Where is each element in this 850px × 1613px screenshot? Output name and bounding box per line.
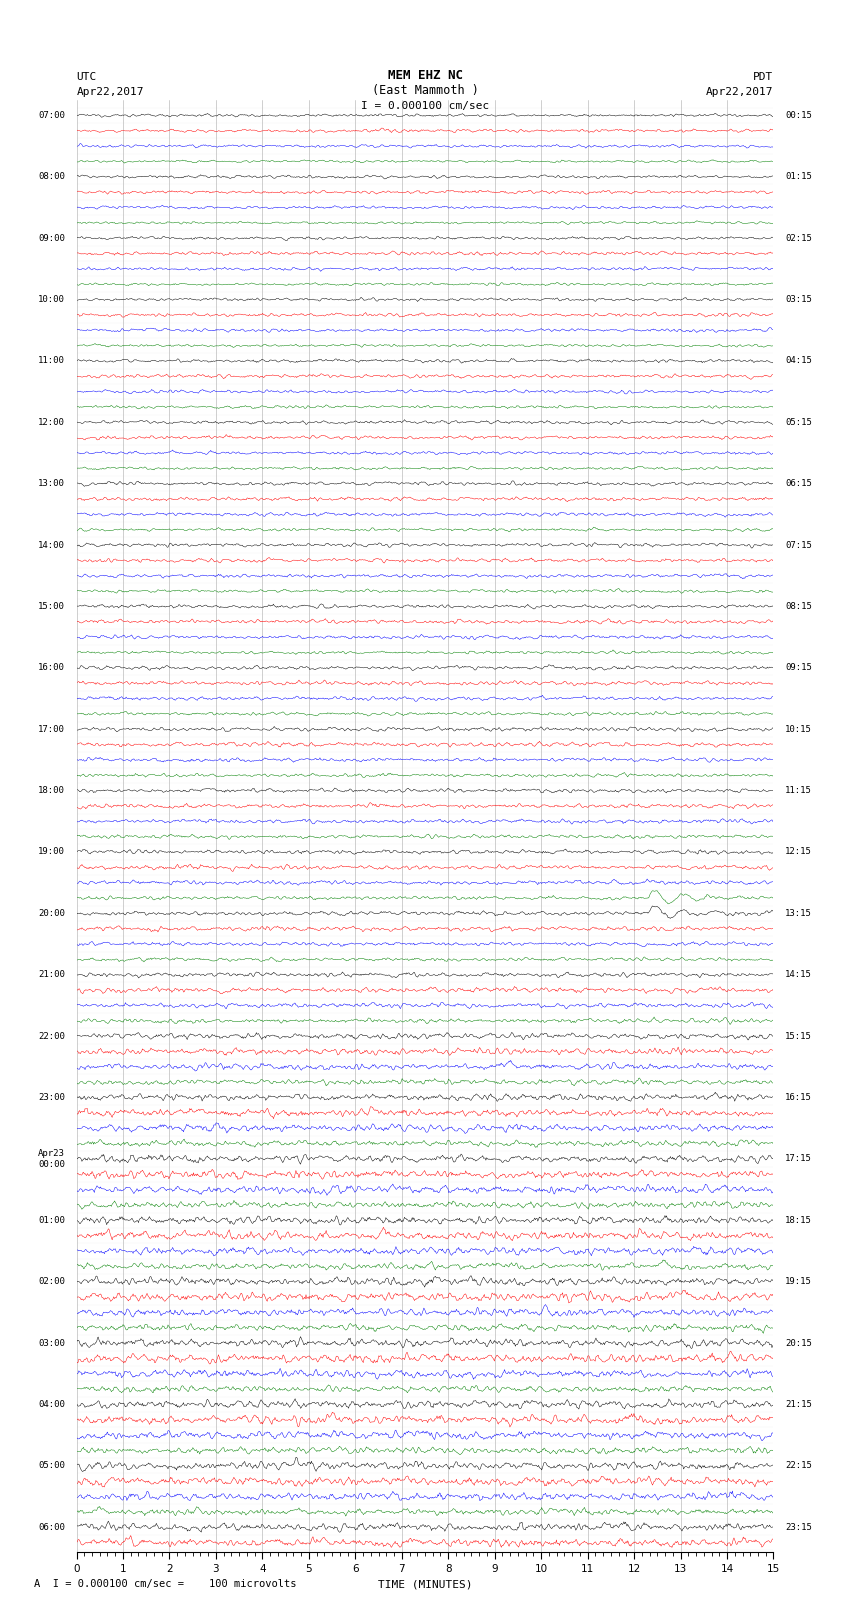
Text: 01:00: 01:00 xyxy=(38,1216,65,1224)
Text: 12:00: 12:00 xyxy=(38,418,65,427)
Text: I = 0.000100 cm/sec: I = 0.000100 cm/sec xyxy=(361,102,489,111)
X-axis label: TIME (MINUTES): TIME (MINUTES) xyxy=(377,1579,473,1589)
Text: 19:00: 19:00 xyxy=(38,847,65,857)
Text: 00:15: 00:15 xyxy=(785,111,812,119)
Text: 17:15: 17:15 xyxy=(785,1155,812,1163)
Text: 06:00: 06:00 xyxy=(38,1523,65,1532)
Text: 20:00: 20:00 xyxy=(38,908,65,918)
Text: 22:15: 22:15 xyxy=(785,1461,812,1471)
Text: 15:15: 15:15 xyxy=(785,1032,812,1040)
Text: 06:15: 06:15 xyxy=(785,479,812,489)
Text: 05:00: 05:00 xyxy=(38,1461,65,1471)
Text: 16:00: 16:00 xyxy=(38,663,65,673)
Text: 19:15: 19:15 xyxy=(785,1277,812,1286)
Text: 10:15: 10:15 xyxy=(785,724,812,734)
Text: 09:00: 09:00 xyxy=(38,234,65,242)
Text: 18:15: 18:15 xyxy=(785,1216,812,1224)
Text: 21:15: 21:15 xyxy=(785,1400,812,1408)
Text: (East Mammoth ): (East Mammoth ) xyxy=(371,84,479,97)
Text: 23:00: 23:00 xyxy=(38,1094,65,1102)
Text: 08:15: 08:15 xyxy=(785,602,812,611)
Text: 11:15: 11:15 xyxy=(785,786,812,795)
Text: 04:00: 04:00 xyxy=(38,1400,65,1408)
Text: 18:00: 18:00 xyxy=(38,786,65,795)
Text: 22:00: 22:00 xyxy=(38,1032,65,1040)
Text: Apr22,2017: Apr22,2017 xyxy=(706,87,774,97)
Text: 20:15: 20:15 xyxy=(785,1339,812,1347)
Text: 16:15: 16:15 xyxy=(785,1094,812,1102)
Text: 23:15: 23:15 xyxy=(785,1523,812,1532)
Text: 07:00: 07:00 xyxy=(38,111,65,119)
Text: 13:15: 13:15 xyxy=(785,908,812,918)
Text: 15:00: 15:00 xyxy=(38,602,65,611)
Text: 21:00: 21:00 xyxy=(38,969,65,979)
Text: 02:00: 02:00 xyxy=(38,1277,65,1286)
Text: Apr23
00:00: Apr23 00:00 xyxy=(38,1148,65,1168)
Text: 13:00: 13:00 xyxy=(38,479,65,489)
Text: 11:00: 11:00 xyxy=(38,356,65,366)
Text: Apr22,2017: Apr22,2017 xyxy=(76,87,144,97)
Text: 04:15: 04:15 xyxy=(785,356,812,366)
Text: 02:15: 02:15 xyxy=(785,234,812,242)
Text: 17:00: 17:00 xyxy=(38,724,65,734)
Text: 14:15: 14:15 xyxy=(785,969,812,979)
Text: 08:00: 08:00 xyxy=(38,173,65,181)
Text: UTC: UTC xyxy=(76,73,97,82)
Text: 03:15: 03:15 xyxy=(785,295,812,303)
Text: PDT: PDT xyxy=(753,73,774,82)
Text: 12:15: 12:15 xyxy=(785,847,812,857)
Text: A  I = 0.000100 cm/sec =    100 microvolts: A I = 0.000100 cm/sec = 100 microvolts xyxy=(34,1579,297,1589)
Text: 07:15: 07:15 xyxy=(785,540,812,550)
Text: MEM EHZ NC: MEM EHZ NC xyxy=(388,69,462,82)
Text: 01:15: 01:15 xyxy=(785,173,812,181)
Text: 10:00: 10:00 xyxy=(38,295,65,303)
Text: 14:00: 14:00 xyxy=(38,540,65,550)
Text: 09:15: 09:15 xyxy=(785,663,812,673)
Text: 05:15: 05:15 xyxy=(785,418,812,427)
Text: 03:00: 03:00 xyxy=(38,1339,65,1347)
